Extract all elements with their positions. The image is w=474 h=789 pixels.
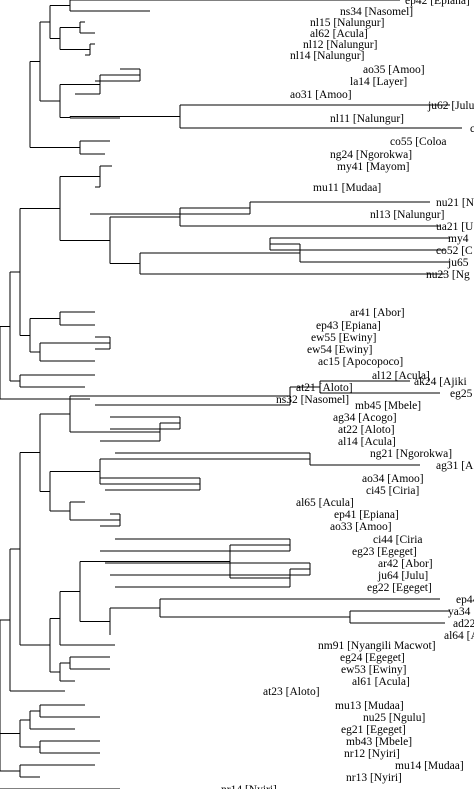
leaf-label: ad22 [Ali xyxy=(453,618,474,630)
leaf-label: ew55 [Ewiny] xyxy=(311,332,376,344)
leaf-label: ci44 [Ciria xyxy=(373,534,423,546)
leaf-label: ao35 [Amoo] xyxy=(363,64,425,76)
leaf-label: al65 [Acula] xyxy=(296,497,354,509)
leaf-label: nr13 [Nyiri] xyxy=(346,772,402,784)
leaf-label: ju64 [Julu] xyxy=(377,570,428,582)
leaf-label: at21 [Aloto] xyxy=(296,382,353,394)
leaf-label: nl11 [Nalungur] xyxy=(330,113,404,125)
leaf-label: eg23 [Egeget] xyxy=(352,546,417,558)
leaf-label: nl13 [Nalungur] xyxy=(370,209,444,221)
leaf-label: at22 [Aloto] xyxy=(338,424,395,436)
leaf-label: c xyxy=(470,123,474,135)
leaf-label: nr14 [Nyiri] xyxy=(221,784,277,789)
leaf-label: ng21 [Ngorokwa] xyxy=(370,448,452,460)
leaf-label: ua21 [U xyxy=(436,221,474,233)
leaf-label: co52 [C xyxy=(436,245,473,257)
leaf-label: al14 [Acula] xyxy=(338,436,396,448)
leaf-label: al61 [Acula] xyxy=(352,676,410,688)
leaf-label: my4 xyxy=(448,233,469,245)
leaf-label: nm91 [Nyangili Macwot] xyxy=(318,640,436,652)
leaf-label: nu23 [Ng xyxy=(426,269,470,281)
leaf-label: ng24 [Ngorokwa] xyxy=(330,149,412,161)
leaf-label: ao33 [Amoo] xyxy=(330,521,392,533)
leaf-label: ep41 [Epiana] xyxy=(334,509,399,521)
leaf-label: nu25 [Ngulu] xyxy=(363,712,425,724)
leaf-label: mu13 [Mudaa] xyxy=(335,700,404,712)
leaf-label: al12 [Acula] xyxy=(372,370,430,382)
leaf-label: nr12 [Nyiri] xyxy=(344,748,400,760)
leaf-label: ci45 [Ciria] xyxy=(366,485,419,497)
leaf-label: eg22 [Egeget] xyxy=(367,582,432,594)
leaf-label: ns32 [Nasomel] xyxy=(276,394,349,406)
leaf-label: ag34 [Acogo] xyxy=(333,412,397,424)
leaf-label: my41 [Mayom] xyxy=(337,161,410,173)
leaf-label: nl15 [Nalungur] xyxy=(310,17,384,29)
leaf-label: at23 [Aloto] xyxy=(263,686,320,698)
leaf-label: nl12 [Nalungur] xyxy=(303,39,377,51)
leaf-label: eg24 [Egeget] xyxy=(340,652,405,664)
leaf-label: nu21 [N xyxy=(436,197,474,209)
leaf-label: ns34 [Nasomel] xyxy=(340,6,413,18)
leaf-label: ar42 [Abor] xyxy=(378,558,433,570)
leaf-label: ju62 [Julu xyxy=(427,100,474,112)
leaf-label: ac15 [Apocopoco] xyxy=(318,356,403,368)
leaf-label: mu14 [Mudaa] xyxy=(395,760,464,772)
leaf-label: ya34 xyxy=(448,606,471,618)
leaf-label: eg25 [E xyxy=(450,388,474,400)
leaf-label: ew53 [Ewiny] xyxy=(341,664,406,676)
leaf-label: eg21 [Egeget] xyxy=(341,724,406,736)
leaf-label: ep44 [Ep xyxy=(456,594,474,606)
leaf-label: ao31 [Amoo] xyxy=(290,89,352,101)
leaf-label: co55 [Coloa xyxy=(390,136,447,148)
leaf-label: ar41 [Abor] xyxy=(350,307,405,319)
leaf-label: ew54 [Ewiny] xyxy=(307,344,372,356)
leaf-label: ag31 [A xyxy=(436,460,474,472)
leaf-label: al64 [Acula xyxy=(444,630,474,642)
leaf-label: mu11 [Mudaa] xyxy=(313,182,381,194)
leaf-label: mb45 [Mbele] xyxy=(355,400,421,412)
leaf-label: la14 [Layer] xyxy=(350,76,407,88)
leaf-label: ep42 [Epiana] xyxy=(405,0,470,7)
leaf-label: ak24 [Ajiki xyxy=(414,376,467,388)
leaf-label: al62 [Acula] xyxy=(310,28,368,40)
leaf-label: nl14 [Nalungur] xyxy=(290,50,364,62)
leaf-label: ju65 xyxy=(447,257,469,269)
leaf-label: ao34 [Amoo] xyxy=(362,473,424,485)
leaf-label: mb43 [Mbele] xyxy=(346,736,412,748)
leaf-label: ep43 [Epiana] xyxy=(316,320,381,332)
